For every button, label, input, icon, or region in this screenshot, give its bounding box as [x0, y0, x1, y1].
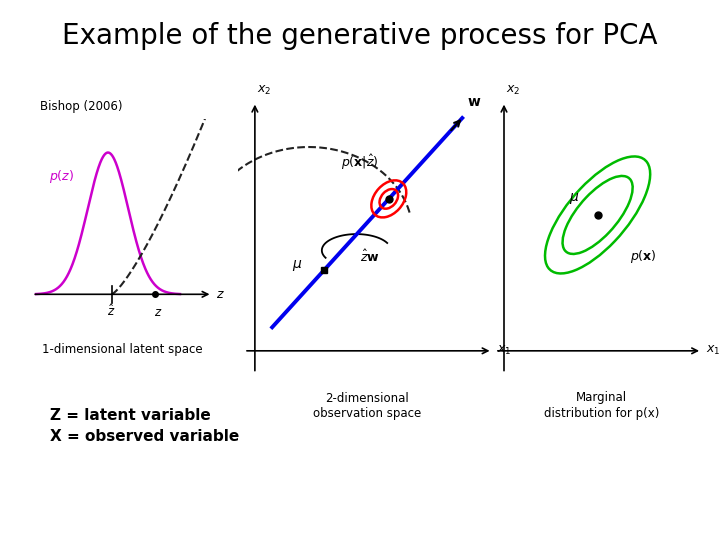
Text: Marginal
distribution for p(x): Marginal distribution for p(x): [544, 392, 659, 420]
Text: $x_1$: $x_1$: [497, 345, 511, 357]
Text: $z$: $z$: [216, 288, 225, 301]
Text: $\hat{z}\mathbf{w}$: $\hat{z}\mathbf{w}$: [359, 248, 379, 265]
Text: Z = latent variable: Z = latent variable: [50, 408, 211, 423]
Text: 1-dimensional latent space: 1-dimensional latent space: [42, 343, 203, 356]
Text: Example of the generative process for PCA: Example of the generative process for PC…: [62, 22, 658, 50]
Text: $z$: $z$: [154, 306, 163, 319]
Text: $\mu$: $\mu$: [292, 258, 302, 273]
Text: $p(\mathbf{x}|\hat{z})$: $p(\mathbf{x}|\hat{z})$: [341, 153, 379, 172]
Text: $x_2$: $x_2$: [257, 84, 271, 97]
Text: $x_1$: $x_1$: [706, 345, 720, 357]
Text: $p(\mathbf{x})$: $p(\mathbf{x})$: [630, 248, 657, 265]
Text: $x_2$: $x_2$: [505, 84, 520, 97]
Text: $\hat{z}$: $\hat{z}$: [107, 303, 116, 319]
Text: $\mathbf{w}$: $\mathbf{w}$: [467, 95, 481, 109]
Text: 2-dimensional
observation space: 2-dimensional observation space: [313, 392, 421, 420]
Text: $p(z)$: $p(z)$: [49, 167, 74, 185]
Text: X = observed variable: X = observed variable: [50, 429, 240, 444]
Text: Bishop (2006): Bishop (2006): [40, 100, 122, 113]
Text: $\mu$: $\mu$: [569, 191, 579, 206]
